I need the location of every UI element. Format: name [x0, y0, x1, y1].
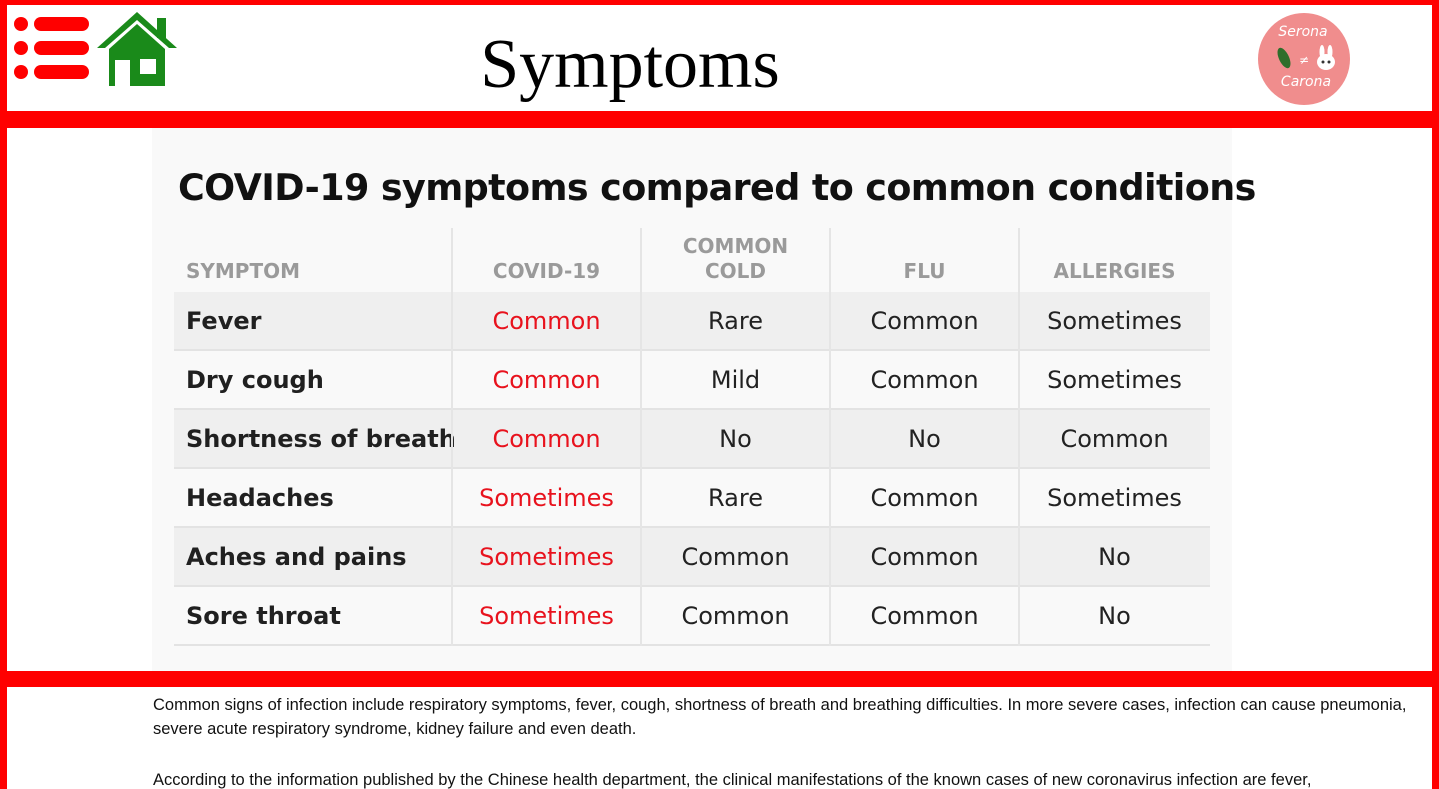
covid-cell: Sometimes	[479, 543, 614, 571]
row-divider	[174, 526, 1210, 528]
frame-left-border	[0, 0, 7, 789]
logo-text-top: Serona	[1278, 24, 1327, 40]
table-row: Headaches Sometimes Rare Common Sometime…	[174, 469, 1210, 528]
allergies-cell: No	[1098, 543, 1131, 571]
flu-cell: Common	[870, 307, 979, 335]
cold-cell: Rare	[708, 484, 763, 512]
allergies-cell: Sometimes	[1047, 307, 1182, 335]
hamburger-menu-icon	[14, 17, 89, 79]
covid-cell: Common	[492, 425, 601, 453]
table-row: Fever Common Rare Common Sometimes	[174, 292, 1210, 351]
row-divider	[174, 467, 1210, 469]
row-divider	[174, 585, 1210, 587]
column-divider	[640, 228, 642, 646]
cold-cell: Mild	[710, 366, 761, 394]
cold-cell: Common	[681, 543, 790, 571]
symptom-cell: Aches and pains	[186, 543, 407, 571]
cold-cell: Rare	[708, 307, 763, 335]
table-row: Dry cough Common Mild Common Sometimes	[174, 351, 1210, 410]
header-flu: FLU	[903, 259, 946, 283]
logo-badge-icon: Serona ≠ Carona	[1258, 13, 1350, 105]
serona-carona-logo[interactable]: Serona ≠ Carona	[1256, 12, 1352, 106]
symptoms-infographic: COVID-19 symptoms compared to common con…	[152, 128, 1256, 671]
header-allergies: ALLERGIES	[1053, 259, 1176, 283]
flu-cell: No	[908, 425, 941, 453]
header-common-cold: COMMON COLD	[641, 228, 830, 292]
row-divider	[174, 408, 1210, 410]
covid-cell: Common	[492, 307, 601, 335]
frame-right-border	[1432, 0, 1439, 789]
header-common-cold-line1: COMMON	[682, 234, 789, 258]
flu-cell: Common	[870, 543, 979, 571]
allergies-cell: Sometimes	[1047, 366, 1182, 394]
symptom-cell: Shortness of breath	[186, 425, 456, 453]
covid-cell: Sometimes	[479, 484, 614, 512]
header-divider-band	[0, 111, 1439, 128]
header-symptom: SYMPTOM	[186, 259, 300, 283]
body-paragraph: Common signs of infection include respir…	[153, 696, 1407, 738]
page-title: Symptoms	[480, 26, 780, 103]
flu-cell: Common	[870, 366, 979, 394]
table-row: Aches and pains Sometimes Common Common …	[174, 528, 1210, 587]
symptom-cell: Dry cough	[186, 366, 324, 394]
table-row: Sore throat Sometimes Common Common No	[174, 587, 1210, 646]
column-divider	[451, 228, 453, 646]
symptom-cell: Sore throat	[186, 602, 341, 630]
content-divider-band	[0, 671, 1439, 687]
logo-text-bottom: Carona	[1281, 74, 1331, 90]
cold-cell: No	[719, 425, 752, 453]
column-divider	[1018, 228, 1020, 646]
logo-text-mid: ≠	[1299, 53, 1309, 67]
menu-button[interactable]	[13, 16, 89, 80]
allergies-cell: Sometimes	[1047, 484, 1182, 512]
flu-cell: Common	[870, 602, 979, 630]
body-paragraph: According to the information published b…	[153, 771, 1312, 789]
symptom-cell: Fever	[186, 307, 262, 335]
infographic-title: COVID-19 symptoms compared to common con…	[178, 166, 1256, 209]
allergies-cell: Common	[1060, 425, 1169, 453]
column-divider	[829, 228, 831, 646]
flu-cell: Common	[870, 484, 979, 512]
row-divider	[174, 644, 1210, 646]
home-button[interactable]	[95, 10, 179, 88]
covid-cell: Sometimes	[479, 602, 614, 630]
covid-cell: Common	[492, 366, 601, 394]
symptom-cell: Headaches	[186, 484, 334, 512]
header-common-cold-line2: COLD	[704, 259, 767, 283]
home-icon	[97, 12, 177, 86]
cold-cell: Common	[681, 602, 790, 630]
row-divider	[174, 349, 1210, 351]
table-row: Shortness of breath Common No No Common	[174, 410, 1210, 469]
frame-top-border	[0, 0, 1439, 5]
allergies-cell: No	[1098, 602, 1131, 630]
header-covid: COVID-19	[492, 259, 601, 283]
